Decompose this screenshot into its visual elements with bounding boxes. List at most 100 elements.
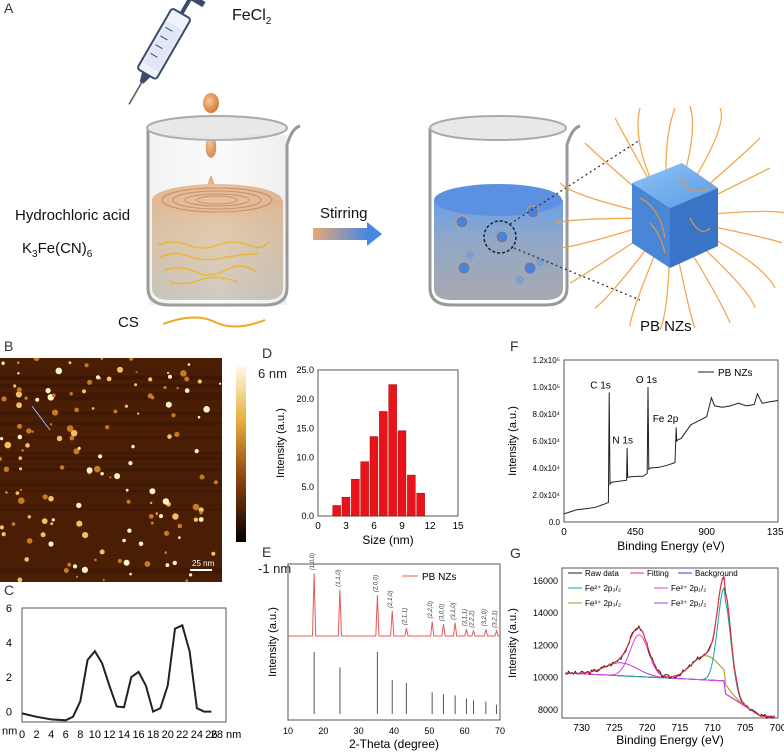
afm-particle	[4, 441, 12, 449]
chart-e-pattern	[288, 573, 500, 637]
afm-particle	[114, 473, 121, 480]
chart-g-ylabel: Intensity (a.u.)	[507, 608, 519, 678]
afm-particle	[159, 514, 163, 519]
chart-g-frame	[561, 567, 779, 719]
afm-particle	[69, 392, 73, 396]
colorbar-top-label: 6 nm	[258, 366, 287, 381]
chart-e-peak-label: (1,0,0)	[310, 553, 316, 570]
afm-particle	[134, 383, 138, 387]
chart-e-peak-label: (2,2,0)	[428, 601, 434, 618]
afm-particle	[40, 532, 46, 538]
fecl2-label: FeCl2	[232, 7, 271, 27]
afm-particle	[165, 563, 170, 567]
afm-particle	[25, 443, 30, 448]
afm-particle	[100, 472, 104, 476]
afm-particle	[0, 525, 4, 530]
syringe-icon	[128, 0, 206, 105]
chart-d-bar	[397, 430, 407, 517]
afm-particle	[81, 566, 88, 573]
fecn-sub: 6	[86, 249, 93, 260]
chart-d-bar	[341, 497, 351, 517]
afm-particle	[106, 376, 112, 382]
chart-c-xtick: 28 nm	[211, 729, 242, 741]
chart-d-bar	[416, 492, 425, 517]
chart-e-peak-label: (1,1,0)	[336, 569, 342, 586]
afm-particle	[129, 358, 134, 361]
chart-e-xtick: 70	[495, 726, 505, 736]
afm-particle	[184, 376, 190, 382]
afm-particle	[24, 396, 28, 400]
afm-particle	[0, 437, 4, 441]
afm-particle	[63, 568, 69, 573]
chart-d-xtick: 12	[424, 521, 436, 532]
chart-f: 0.0 2.0x10⁴ 4.0x10⁴ 6.0x10⁴ 8.0x10⁴ 1.0x10⁵ 1.…	[507, 356, 784, 553]
colorbar-bottom-label: -1 nm	[258, 561, 292, 576]
chart-e-frame	[287, 563, 501, 721]
afm-particle	[124, 404, 128, 408]
cs-chain-icon	[162, 316, 266, 328]
chart-f-xtick: 450	[627, 527, 644, 538]
chart-g-legend-text: Fitting	[647, 569, 669, 578]
afm-particle	[125, 488, 129, 492]
chart-g-xtick: 700	[770, 723, 784, 734]
afm-particle	[76, 502, 82, 509]
afm-particle	[1, 361, 5, 365]
afm-particle	[164, 530, 170, 536]
afm-particle	[105, 425, 110, 430]
k3-text: K	[22, 240, 33, 257]
chart-d-ytick: 20.0	[296, 394, 314, 404]
afm-particle	[1, 396, 7, 402]
chart-c-ytick: 2	[6, 672, 12, 684]
chart-f-ylabel: Intensity (a.u.)	[507, 406, 519, 476]
chart-f-annotation: N 1s	[612, 436, 633, 447]
afm-particle	[198, 507, 204, 513]
chart-f-xtick: 0	[561, 527, 567, 538]
afm-particle	[26, 538, 33, 544]
afm-particle	[35, 397, 40, 402]
chart-e-xtick: 60	[460, 726, 470, 736]
afm-scanline	[0, 572, 222, 574]
chart-e-xtick: 40	[389, 726, 399, 736]
afm-particle	[18, 497, 25, 504]
afm-particle	[174, 431, 180, 437]
afm-particle	[67, 562, 72, 567]
afm-particle	[51, 518, 55, 522]
afm-particle	[75, 575, 79, 578]
afm-scanline	[0, 480, 222, 483]
chart-g-legend-text: Fe³⁺ 2p₃/₂	[585, 599, 621, 608]
afm-particle	[87, 379, 93, 385]
chart-f-annotation: Fe 2p	[653, 414, 679, 425]
afm-particle	[77, 446, 81, 450]
chart-d-ytick: 10.0	[296, 453, 314, 463]
afm-particle	[70, 429, 78, 437]
afm-particle	[84, 363, 89, 368]
chart-c-frame	[21, 607, 227, 723]
afm-scanline	[0, 457, 222, 460]
afm-particle	[26, 428, 32, 434]
chart-c-yunit: nm	[2, 725, 17, 737]
afm-particle	[197, 379, 202, 384]
afm-particle	[122, 538, 126, 543]
hcl-label: Hydrochloric acid	[15, 207, 131, 224]
chart-e-xlabel: 2-Theta (degree)	[349, 737, 439, 751]
afm-particle	[55, 367, 63, 375]
chart-c-xtick: 10	[89, 729, 101, 741]
afm-particle	[50, 522, 54, 526]
afm-particle	[171, 413, 176, 418]
chart-f-ytick: 6.0x10⁴	[533, 437, 561, 446]
afm-particle	[95, 375, 101, 380]
chart-c-xtick: 26	[205, 729, 217, 741]
afm-profile-line	[31, 405, 51, 431]
afm-particle	[123, 559, 130, 566]
panel-label-b: B	[4, 338, 14, 354]
chart-e-peak-label: (3,0,0)	[440, 604, 446, 621]
chart-e-xtick: 50	[424, 726, 434, 736]
afm-particle	[199, 474, 205, 480]
afm-particle	[149, 488, 156, 495]
chart-e-peak-label: (2,1,0)	[388, 591, 394, 608]
stirring-label: Stirring	[320, 205, 368, 222]
chart-c-xtick: 2	[34, 729, 40, 741]
afm-particle	[51, 393, 56, 398]
chart-f-ytick: 2.0x10⁴	[533, 491, 561, 500]
afm-particle	[74, 407, 79, 413]
